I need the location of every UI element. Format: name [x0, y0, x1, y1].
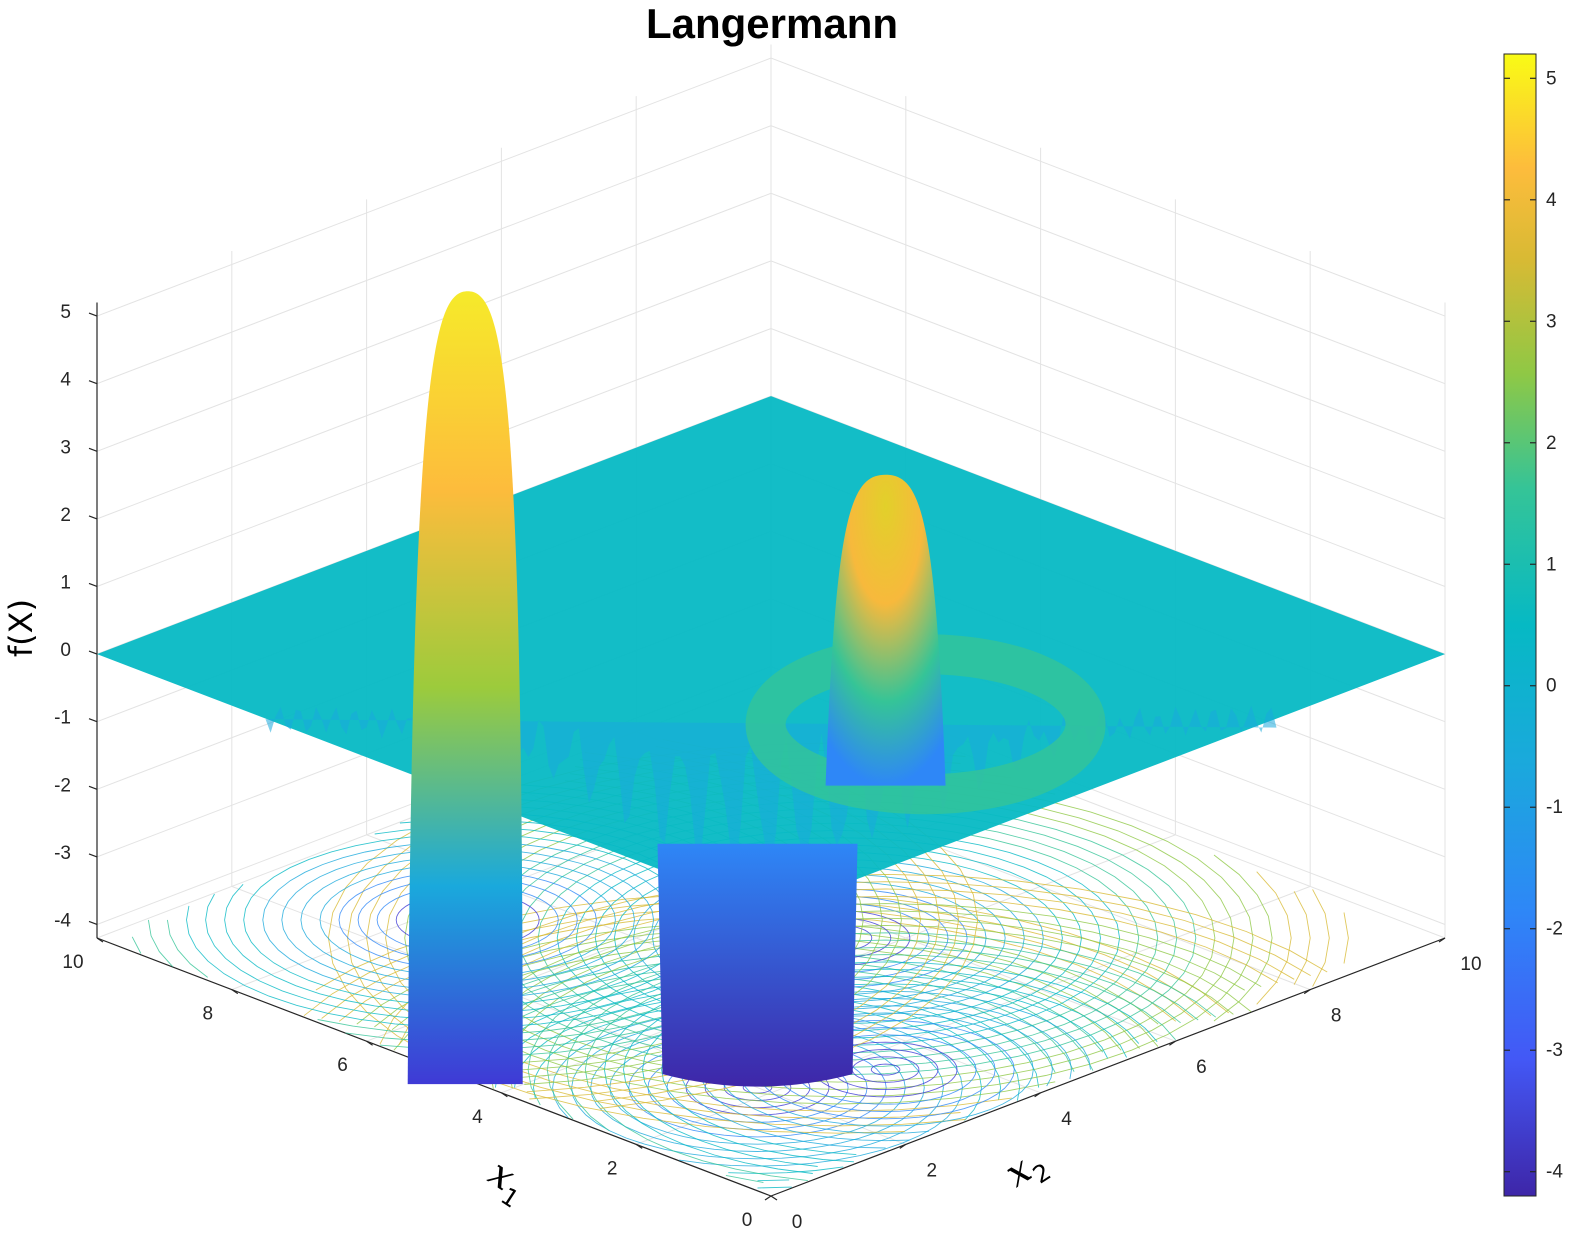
- x1-tick: [770, 1195, 778, 1201]
- z-tick: [88, 650, 98, 655]
- x2-tick: [1438, 937, 1446, 943]
- colorbar-tick-label: -4: [1546, 1162, 1563, 1183]
- z-tick-label: 0: [60, 640, 71, 661]
- x1-tick: [635, 1143, 643, 1149]
- wall-grid-line: [96, 327, 1446, 587]
- colorbar-tick-label: 4: [1546, 190, 1557, 211]
- x1-tick: [501, 1092, 508, 1098]
- contour-line: [870, 1063, 901, 1076]
- x1-tick-label: 4: [472, 1107, 483, 1128]
- y-axis-label: x 2: [997, 1147, 1056, 1196]
- z-tick-label: 4: [60, 370, 71, 391]
- x2-tick-label: 2: [927, 1160, 938, 1181]
- colorbar-tick-label: 2: [1546, 433, 1557, 454]
- x2-tick: [899, 1143, 907, 1149]
- z-tick: [88, 718, 98, 723]
- z-tick-label: -2: [54, 775, 71, 796]
- z-tick: [88, 312, 98, 317]
- x2-tick: [764, 1195, 772, 1201]
- x1-tick: [231, 989, 239, 995]
- z-tick: [88, 582, 98, 588]
- tick-labels: 0 2 4 6 8 10 0 2 4 6 8 10 -4 -3 -2 -1 0 1 2 3 4 5: [54, 302, 1481, 1233]
- colorbar-tick-label: -2: [1546, 919, 1563, 940]
- z-tick: [88, 447, 98, 452]
- x2-tick-label: 0: [792, 1212, 803, 1233]
- wall-grid-line: [96, 125, 1446, 385]
- z-tick-label: 5: [60, 302, 71, 323]
- x2-tick-label: 8: [1331, 1006, 1342, 1027]
- x2-tick: [1303, 989, 1311, 995]
- surface: [97, 291, 1445, 1087]
- contour-line: [851, 1056, 920, 1083]
- colorbar: -4 -3 -2 -1 0 1 2 3 4 5: [1503, 53, 1563, 1197]
- x1-tick: [366, 1040, 373, 1046]
- z-tick: [88, 380, 98, 385]
- chart-title: Langermann: [646, 0, 898, 47]
- x1-tick-label: 10: [62, 952, 83, 973]
- colorbar-gradient: [1503, 53, 1537, 1197]
- colorbar-tick-label: -1: [1546, 797, 1563, 818]
- z-tick: [88, 785, 98, 790]
- wall-grid-line: [96, 57, 1446, 317]
- x2-tick: [1034, 1092, 1041, 1098]
- x1-tick-label: 0: [742, 1210, 753, 1231]
- colorbar-tick-label: 0: [1546, 676, 1557, 697]
- x2-axis-line: [770, 937, 1446, 1197]
- x-axis-label: x 1: [481, 1151, 524, 1214]
- x2-tick-label: 4: [1061, 1109, 1072, 1130]
- x1-tick: [96, 937, 104, 943]
- wall-grid-line: [96, 260, 1446, 520]
- contour-line: [652, 866, 1025, 1010]
- z-tick: [88, 920, 98, 926]
- colorbar-ticks: -4 -3 -2 -1 0 1 2 3 4 5: [1504, 68, 1563, 1183]
- z-tick-label: -1: [54, 708, 71, 729]
- floor-grid-line: [231, 885, 906, 1145]
- z-tick-label: -3: [54, 843, 71, 864]
- wall-grid-line: [96, 192, 1446, 452]
- colorbar-tick-label: 5: [1546, 68, 1557, 89]
- z-axis-label: f(X): [2, 599, 40, 657]
- x2-tick: [1169, 1040, 1176, 1046]
- colorbar-tick-label: 3: [1546, 311, 1557, 332]
- x1-tick-label: 2: [607, 1158, 618, 1179]
- z-tick-label: 3: [60, 437, 71, 458]
- x1-tick-label: 8: [203, 1004, 214, 1025]
- x2-tick-label: 10: [1460, 954, 1481, 975]
- z-tick-label: -4: [54, 910, 71, 931]
- x2-tick-label: 6: [1196, 1057, 1207, 1078]
- surface-peak: [407, 291, 523, 1085]
- colorbar-tick-label: 1: [1546, 554, 1557, 575]
- surface-well: [657, 843, 858, 1087]
- x1-tick-label: 6: [337, 1055, 348, 1076]
- z-tick-label: 2: [60, 505, 71, 526]
- z-tick: [88, 515, 98, 520]
- z-tick: [88, 853, 98, 858]
- surface-peak: [825, 474, 946, 786]
- contour-line: [243, 833, 693, 1007]
- colorbar-tick-label: -3: [1546, 1040, 1563, 1061]
- z-tick-label: 1: [60, 572, 71, 593]
